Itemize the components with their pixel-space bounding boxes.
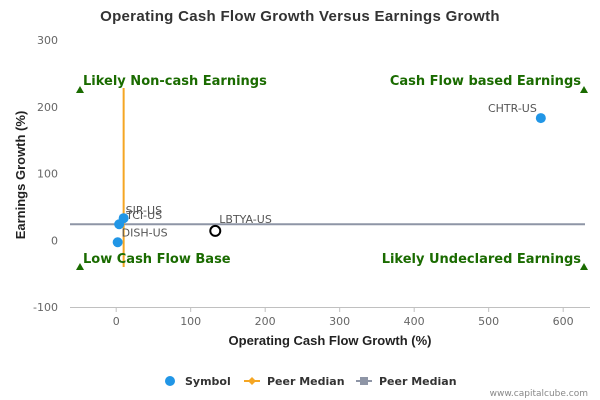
legend-symbol-label: Symbol — [185, 375, 231, 388]
legend-item-peer-median-x[interactable]: Peer Median — [244, 375, 345, 388]
y-tick-label: -100 — [33, 301, 58, 314]
data-label-lbtya-us: LBTYA-US — [219, 213, 272, 226]
x-tick-label: 300 — [329, 315, 350, 328]
triangle-bottom-left — [76, 263, 84, 270]
legend-peer-median-y-label: Peer Median — [379, 375, 457, 388]
x-tick-label: 500 — [478, 315, 499, 328]
y-tick-label: 0 — [51, 234, 58, 247]
credit-text: www.capitalcube.com — [490, 389, 588, 399]
quadrant-bottom-left: Low Cash Flow Base — [83, 252, 231, 267]
triangle-top-right — [580, 86, 588, 93]
data-label-tci-us: TCI-US — [125, 209, 162, 222]
quadrant-bottom-right: Likely Undeclared Earnings — [382, 252, 582, 267]
legend-peer-median-x-label: Peer Median — [267, 375, 345, 388]
x-axis-label: Operating Cash Flow Growth (%) — [229, 333, 432, 348]
data-label-chtr-us: CHTR-US — [488, 102, 537, 115]
triangle-top-left — [76, 86, 84, 93]
y-tick-label: 100 — [37, 168, 58, 181]
quadrant-top-left: Likely Non-cash Earnings — [83, 74, 267, 89]
x-tick-label: 600 — [553, 315, 574, 328]
legend-item-symbol[interactable]: Symbol — [165, 375, 231, 388]
legend-peer-median-x-marker — [248, 377, 256, 385]
legend-peer-median-y-marker — [360, 377, 368, 385]
legend-item-peer-median-y[interactable]: Peer Median — [356, 375, 457, 388]
data-label-sir-us: SIR-US — [126, 204, 162, 217]
x-tick-label: 0 — [113, 315, 120, 328]
y-tick-label: 300 — [37, 34, 58, 47]
legend-symbol-marker — [165, 376, 175, 386]
data-point-chtr-us[interactable] — [535, 113, 546, 124]
data-label-dish-us: DISH-US — [122, 226, 168, 239]
x-tick-label: 100 — [180, 315, 201, 328]
x-tick-label: 200 — [255, 315, 276, 328]
chart-title: Operating Cash Flow Growth Versus Earnin… — [100, 8, 500, 25]
triangle-bottom-right — [580, 263, 588, 270]
quadrant-top-right: Cash Flow based Earnings — [390, 74, 581, 89]
x-tick-label: 400 — [404, 315, 425, 328]
legend: Symbol Peer Median Peer Median — [165, 375, 457, 388]
y-axis-label: Earnings Growth (%) — [13, 111, 28, 240]
data-point-dish-us[interactable] — [112, 237, 123, 248]
data-point-lbtya-us[interactable] — [209, 224, 222, 237]
y-tick-label: 200 — [37, 101, 58, 114]
data-point-tci-us[interactable] — [114, 219, 125, 230]
